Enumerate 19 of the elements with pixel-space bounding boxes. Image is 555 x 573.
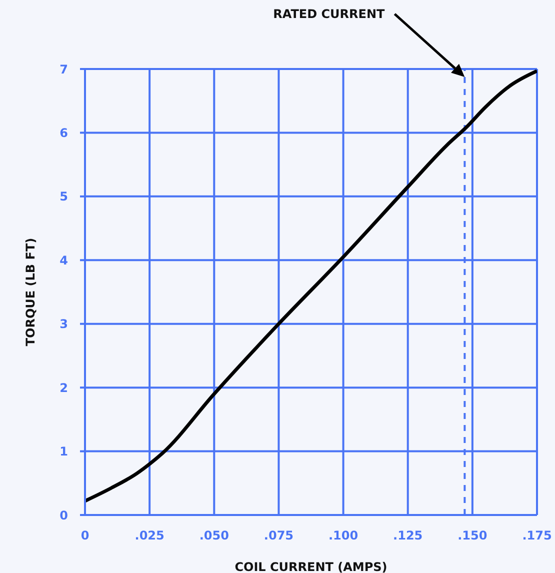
y-tick-label: 6 (60, 126, 68, 140)
y-tick-label: 0 (60, 508, 68, 522)
x-tick-label: .175 (522, 528, 552, 543)
y-tick-label: 7 (60, 62, 68, 76)
x-tick-label: .125 (393, 528, 423, 543)
x-tick-label: .025 (134, 528, 164, 543)
y-axis-title: TORQUE (LB FT) (23, 238, 38, 346)
x-tick-label: .050 (199, 528, 229, 543)
x-tick-label: .100 (328, 528, 358, 543)
y-tick-label: 2 (60, 380, 68, 395)
text: RATED CURRENT (273, 7, 386, 21)
y-tick-label: 5 (60, 190, 68, 204)
x-axis-title: COIL CURRENT (AMPS) (234, 560, 388, 573)
x-tick-label: 0 (80, 528, 90, 543)
x-tick-label: .150 (458, 528, 488, 543)
x-tick-label: .075 (264, 528, 294, 543)
y-tick-label: 1 (60, 444, 68, 459)
y-tick-label: 3 (60, 317, 68, 332)
y-tick-label: 4 (60, 253, 68, 268)
